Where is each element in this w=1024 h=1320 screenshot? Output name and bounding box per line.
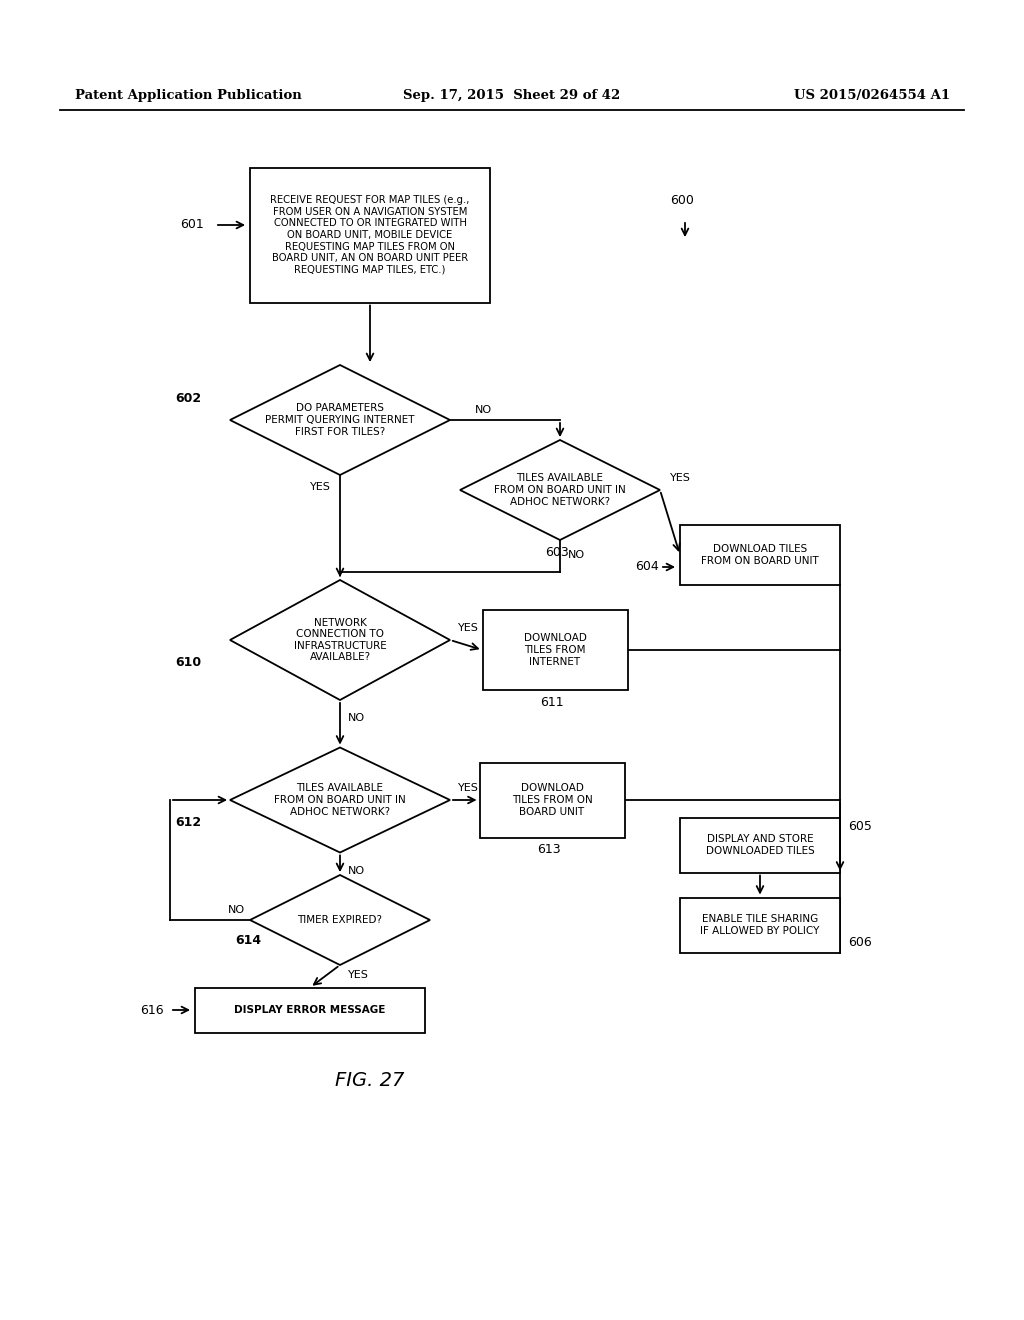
Bar	[680, 525, 840, 585]
Text: 606: 606	[848, 936, 871, 949]
Text: YES: YES	[348, 970, 369, 979]
Text: TILES AVAILABLE
FROM ON BOARD UNIT IN
ADHOC NETWORK?: TILES AVAILABLE FROM ON BOARD UNIT IN AD…	[495, 474, 626, 507]
Text: YES: YES	[670, 473, 691, 483]
Text: DOWNLOAD
TILES FROM
INTERNET: DOWNLOAD TILES FROM INTERNET	[523, 634, 587, 667]
Text: NETWORK
CONNECTION TO
INFRASTRUCTURE
AVAILABLE?: NETWORK CONNECTION TO INFRASTRUCTURE AVA…	[294, 618, 386, 663]
Text: NO: NO	[475, 405, 493, 414]
Text: 612: 612	[175, 816, 201, 829]
Polygon shape	[230, 579, 450, 700]
Text: 614: 614	[234, 933, 261, 946]
Text: DISPLAY AND STORE
DOWNLOADED TILES: DISPLAY AND STORE DOWNLOADED TILES	[706, 834, 814, 855]
Text: 605: 605	[848, 821, 871, 833]
Text: 603: 603	[545, 545, 568, 558]
Text: NO: NO	[568, 550, 585, 560]
Text: 613: 613	[537, 843, 560, 855]
Bar	[195, 987, 425, 1032]
Text: 611: 611	[540, 696, 563, 709]
Text: ENABLE TILE SHARING
IF ALLOWED BY POLICY: ENABLE TILE SHARING IF ALLOWED BY POLICY	[700, 915, 819, 936]
Text: YES: YES	[458, 623, 479, 634]
Bar	[482, 610, 628, 690]
Text: 602: 602	[175, 392, 201, 404]
Text: 600: 600	[670, 194, 694, 206]
Text: DOWNLOAD
TILES FROM ON
BOARD UNIT: DOWNLOAD TILES FROM ON BOARD UNIT	[512, 783, 592, 817]
Text: DOWNLOAD TILES
FROM ON BOARD UNIT: DOWNLOAD TILES FROM ON BOARD UNIT	[701, 544, 819, 566]
Text: TIMER EXPIRED?: TIMER EXPIRED?	[298, 915, 383, 925]
Text: DISPLAY ERROR MESSAGE: DISPLAY ERROR MESSAGE	[234, 1005, 386, 1015]
Text: YES: YES	[458, 783, 479, 793]
Text: 604: 604	[635, 561, 658, 573]
Bar	[680, 898, 840, 953]
Bar	[680, 817, 840, 873]
Text: NO: NO	[348, 713, 366, 723]
Polygon shape	[230, 747, 450, 853]
Text: NO: NO	[348, 866, 366, 875]
Text: YES: YES	[309, 482, 331, 492]
Text: DO PARAMETERS
PERMIT QUERYING INTERNET
FIRST FOR TILES?: DO PARAMETERS PERMIT QUERYING INTERNET F…	[265, 404, 415, 437]
Text: RECEIVE REQUEST FOR MAP TILES (e.g.,
FROM USER ON A NAVIGATION SYSTEM
CONNECTED : RECEIVE REQUEST FOR MAP TILES (e.g., FRO…	[270, 195, 470, 275]
Polygon shape	[250, 875, 430, 965]
Text: TILES AVAILABLE
FROM ON BOARD UNIT IN
ADHOC NETWORK?: TILES AVAILABLE FROM ON BOARD UNIT IN AD…	[274, 783, 406, 817]
Bar	[250, 168, 490, 302]
Bar	[479, 763, 625, 837]
Text: Patent Application Publication: Patent Application Publication	[75, 88, 302, 102]
Text: 610: 610	[175, 656, 201, 668]
Text: US 2015/0264554 A1: US 2015/0264554 A1	[794, 88, 950, 102]
Text: Sep. 17, 2015  Sheet 29 of 42: Sep. 17, 2015 Sheet 29 of 42	[403, 88, 621, 102]
Text: FIG. 27: FIG. 27	[335, 1071, 404, 1089]
Text: NO: NO	[228, 906, 245, 915]
Text: 616: 616	[140, 1003, 164, 1016]
Text: 601: 601	[180, 219, 204, 231]
Polygon shape	[230, 366, 450, 475]
Polygon shape	[460, 440, 660, 540]
